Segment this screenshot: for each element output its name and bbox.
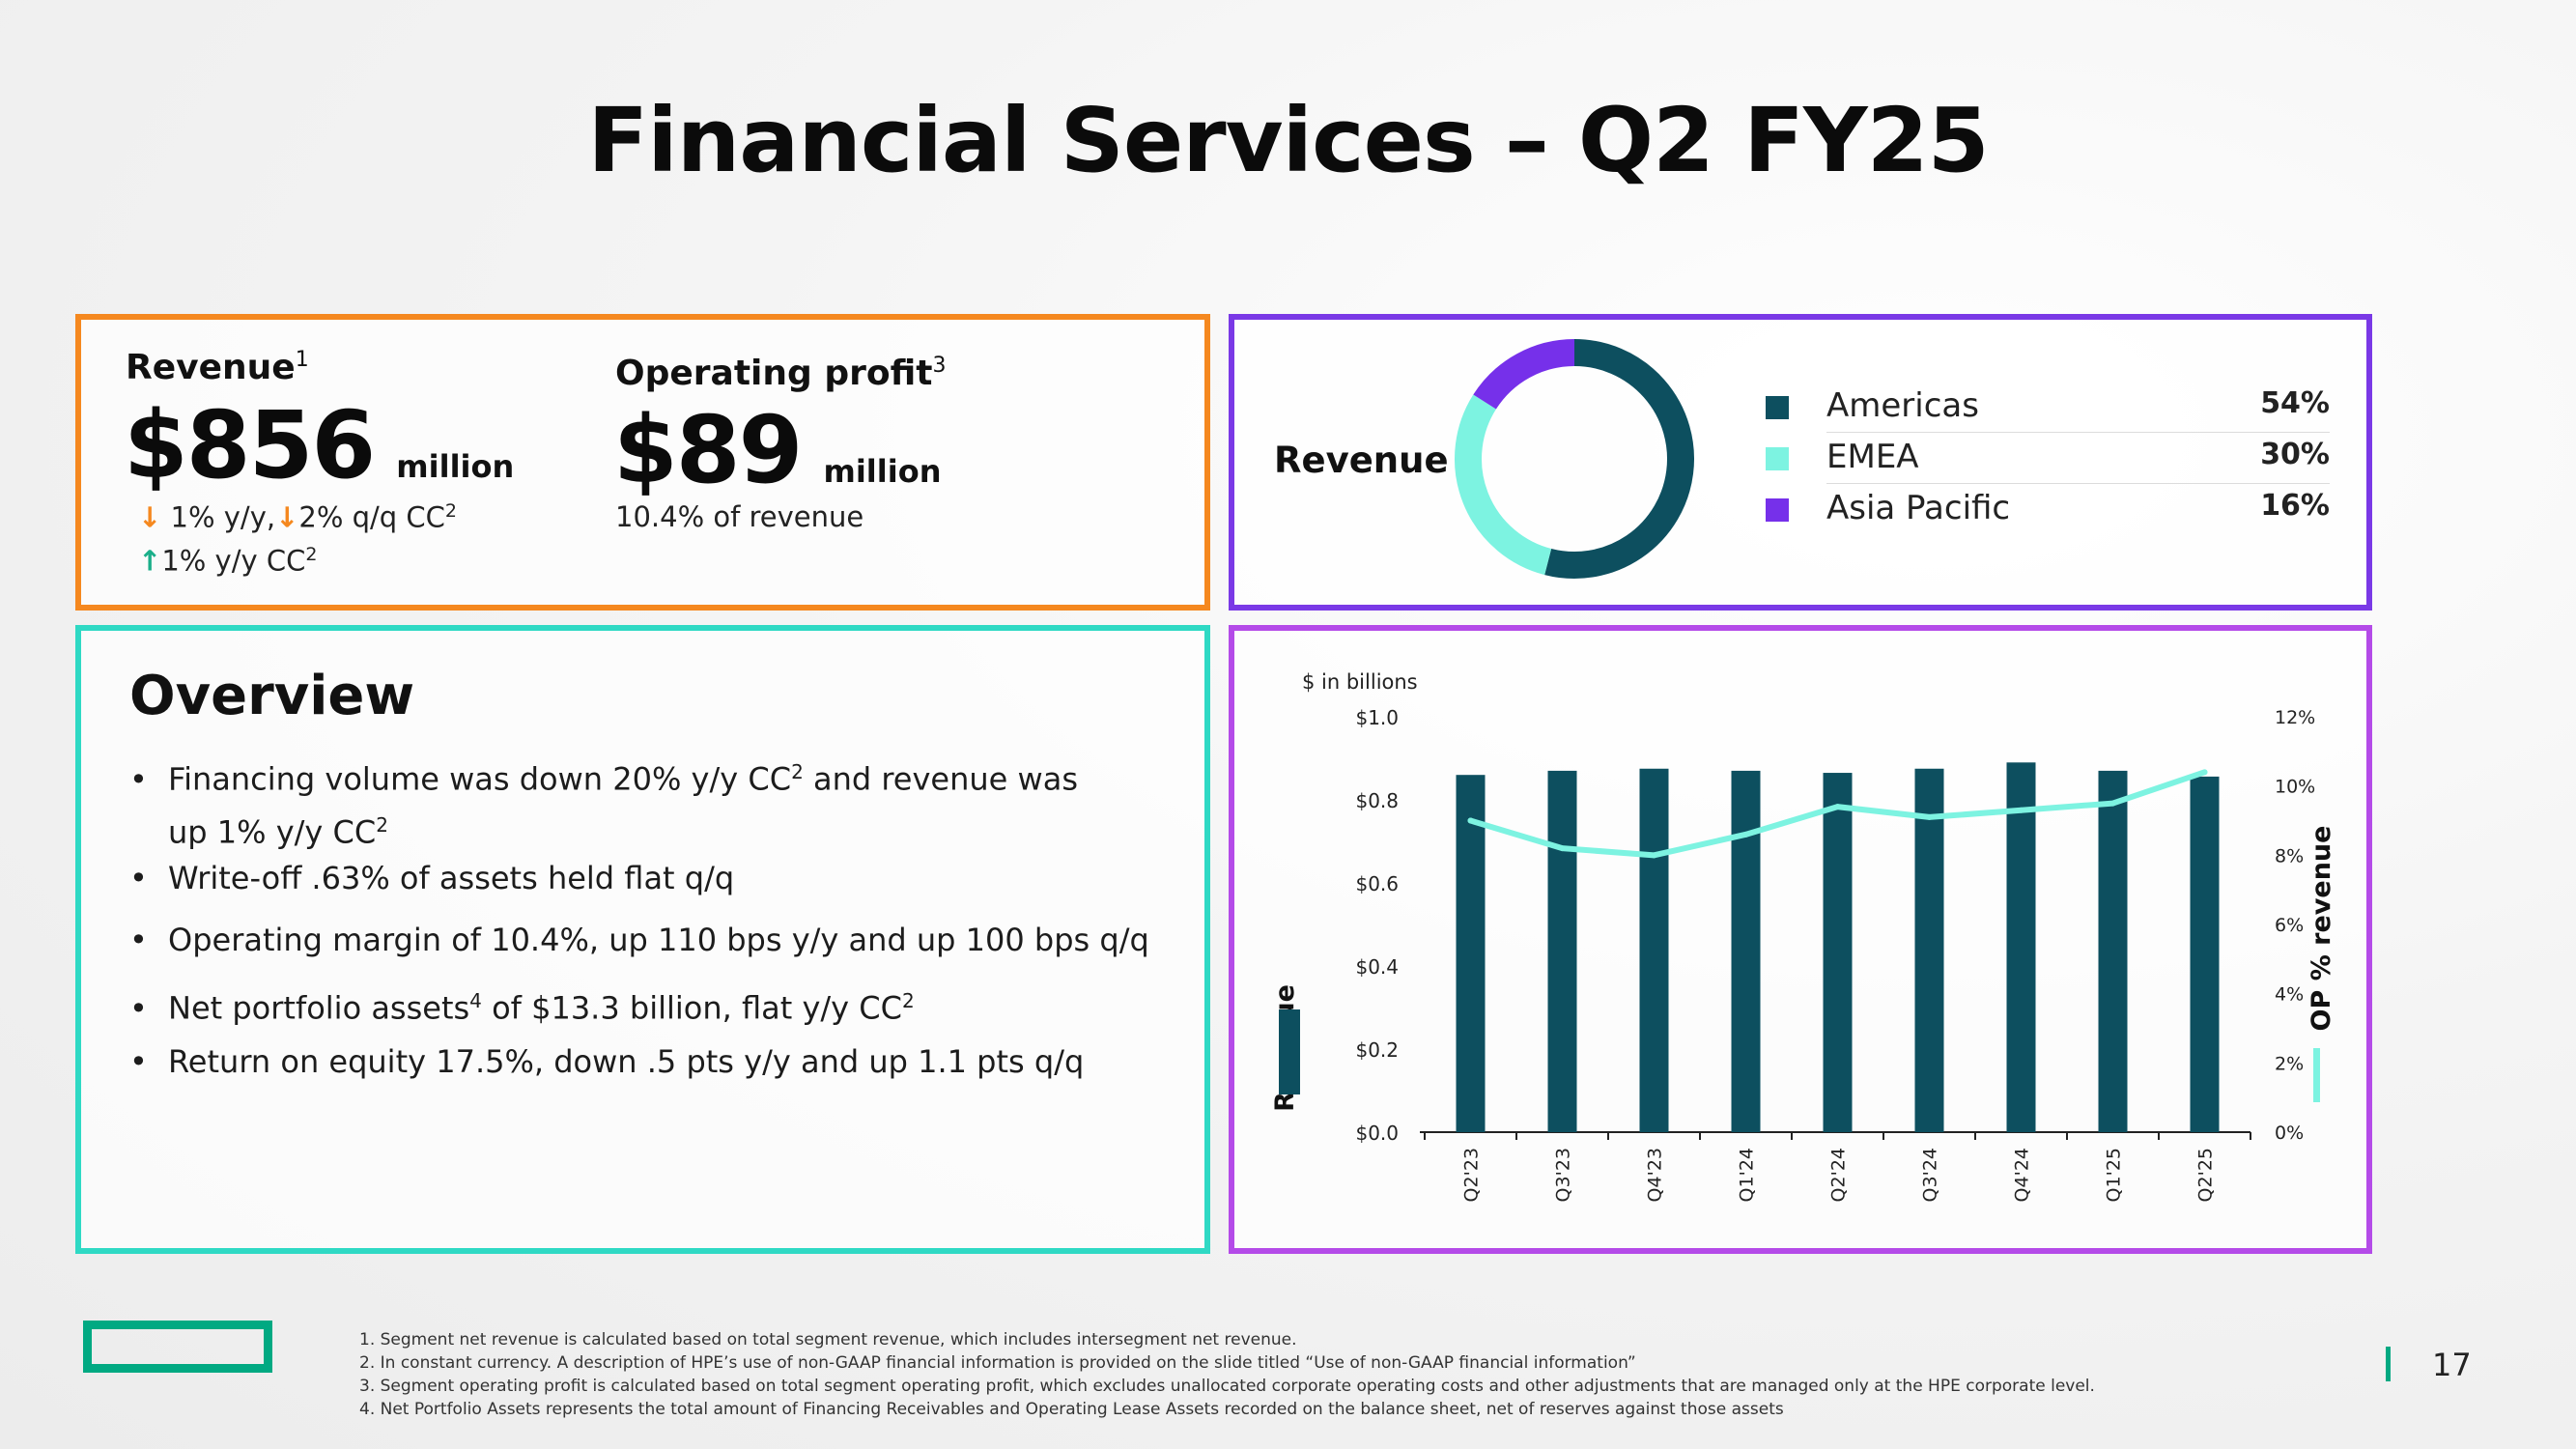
right-axis-tick-label: 10% [2275,777,2315,798]
left-axis-legend-swatch [1279,1009,1300,1094]
legend-pct-emea: 30% [2260,438,2330,471]
legend-swatch-asia-pacific [1766,498,1789,522]
footnote-2: 2. In constant currency. A description o… [359,1353,1636,1373]
x-axis-tick-label: Q1'24 [1737,1148,1758,1202]
legend-swatch-emea [1766,447,1789,470]
legend-row-emea: EMEA 30% [1766,434,2330,484]
donut-segments [1455,339,1694,579]
legend-row-asia-pacific: Asia Pacific 16% [1766,485,2330,535]
x-axis-tick-label: Q2'25 [2195,1148,2217,1202]
legend-label-americas: Americas [1826,386,1979,425]
kpi-panel [75,314,1210,611]
x-axis-tick-label: Q2'24 [1828,1148,1850,1202]
donut-slice-asia-pacific [1473,339,1575,410]
revenue-unit: million [396,448,515,485]
page-number-divider [2386,1347,2391,1381]
operating-profit-sub: 10.4% of revenue [615,500,864,533]
operating-profit-value: $89 [613,396,803,504]
left-axis-tick-label: $0.2 [1355,1038,1399,1062]
overview-bullet-2: • Write-off .63% of assets held flat q/q [129,860,735,896]
footnote-4: 4. Net Portfolio Assets represents the t… [359,1400,1784,1419]
x-axis-tick-label: Q2'23 [1461,1148,1483,1202]
page-title: Financial Services – Q2 FY25 [587,89,1989,192]
x-axis-tick-label: Q1'25 [2104,1148,2125,1202]
revenue-value: $856 [124,391,376,499]
legend-pct-asia-pacific: 16% [2260,489,2330,523]
revenue-bar-Q1'25 [2098,770,2128,1132]
revenue-bar-Q2'24 [1823,773,1853,1132]
legend-row-americas: Americas 54% [1766,383,2330,433]
legend-label-emea: EMEA [1826,438,1919,476]
overview-bullet-3: • Operating margin of 10.4%, up 110 bps y… [129,922,1149,958]
down-arrow-icon: ↓ [275,500,299,534]
op-percent-point-Q3'23 [1559,845,1566,852]
revenue-change-line1: ↓ 1% y/y,↓2% q/q CC2 [138,500,458,534]
left-axis-tick-label: $0.4 [1355,955,1399,979]
op-percent-point-Q2'24 [1834,804,1841,810]
down-arrow-icon: ↓ [138,500,162,534]
company-logo [83,1321,272,1373]
op-percent-point-Q4'24 [2018,807,2024,813]
right-axis-tick-label: 6% [2275,915,2304,936]
x-axis-tick-label: Q3'24 [1920,1148,1941,1202]
donut-slice-emea [1455,394,1552,576]
revenue-change-line2: ↑1% y/y CC2 [138,544,318,578]
x-axis-tick-label: Q4'23 [1645,1148,1666,1202]
footnote-3: 3. Segment operating profit is calculate… [359,1377,2095,1396]
right-axis-tick-label: 4% [2275,984,2304,1006]
donut-label: Revenue [1274,440,1449,481]
revenue-label: Revenue1 [126,348,309,387]
chart-units-note: $ in billions [1302,670,1418,694]
regional-revenue-panel [1229,314,2372,611]
right-axis-tick-label: 2% [2275,1053,2304,1074]
revenue-bar-Q4'24 [2006,762,2036,1132]
divider [1826,432,2330,433]
revenue-bar-Q3'24 [1914,768,1944,1132]
up-arrow-icon: ↑ [138,544,162,578]
op-percent-point-Q4'23 [1651,852,1657,859]
chart-marks: $0.0 $0.2 $0.4 $0.6 $0.8 $1.0 0% 2% 4% 6% 8% 10% 12%… [1355,706,2315,1202]
overview-bullet-4: • Net portfolio assets4 of $13.3 billion,… [129,989,915,1027]
left-axis-tick-label: $0.6 [1355,872,1399,895]
operating-profit-value-group: $89 million [613,396,941,504]
legend-pct-americas: 54% [2260,386,2330,420]
x-axis-tick-label: Q3'23 [1553,1148,1574,1202]
right-axis-title: OP % revenue [2307,826,2336,1032]
legend-swatch-americas [1766,396,1789,419]
donut-slice-americas [1544,339,1694,579]
left-axis-tick-label: $0.0 [1355,1122,1399,1145]
right-axis-tick-label: 0% [2275,1122,2304,1144]
page-number: 17 [2432,1347,2472,1383]
revenue-bar-Q3'23 [1547,770,1577,1132]
op-percent-point-Q1'25 [2109,800,2116,807]
op-percent-point-Q3'24 [1926,813,1933,820]
revenue-value-group: $856 million [124,391,514,499]
right-axis-tick-label: 8% [2275,845,2304,867]
right-axis-legend-swatch [2313,1048,2320,1102]
revenue-bar-Q4'23 [1639,768,1669,1132]
left-axis-tick-label: $1.0 [1355,706,1399,729]
revenue-op-chart: $ in billions $0.0 $0.2 $0.4 $0.6 $0.8 $1.0 0%… [1270,670,2336,1202]
revenue-bar-Q2'23 [1456,775,1486,1132]
overview-bullet-1: • Financing volume was down 20% y/y CC2 a… [129,760,1078,851]
op-percent-point-Q2'25 [2201,769,2208,776]
revenue-bar-Q1'24 [1731,770,1761,1132]
operating-profit-unit: million [823,453,942,490]
revenue-trend-panel [1229,625,2372,1254]
x-axis-tick-label: Q4'24 [2012,1148,2033,1202]
left-axis-tick-label: $0.8 [1355,789,1399,812]
legend-label-asia-pacific: Asia Pacific [1826,489,2011,527]
overview-bullet-5: • Return on equity 17.5%, down .5 pts y/y… [129,1043,1085,1080]
operating-profit-label: Operating profit3 [615,354,947,393]
overview-panel [75,625,1210,1254]
overview-title: Overview [129,665,415,727]
footnote-1: 1. Segment net revenue is calculated bas… [359,1330,1297,1350]
op-percent-point-Q2'23 [1467,817,1474,824]
revenue-bar-Q2'25 [2190,776,2220,1132]
op-percent-point-Q1'24 [1742,831,1749,838]
right-axis-tick-label: 12% [2275,707,2315,728]
revenue-donut-chart [1455,339,1694,579]
divider [1826,483,2330,484]
svg-text:OP % revenue: OP % revenue [2307,826,2336,1032]
